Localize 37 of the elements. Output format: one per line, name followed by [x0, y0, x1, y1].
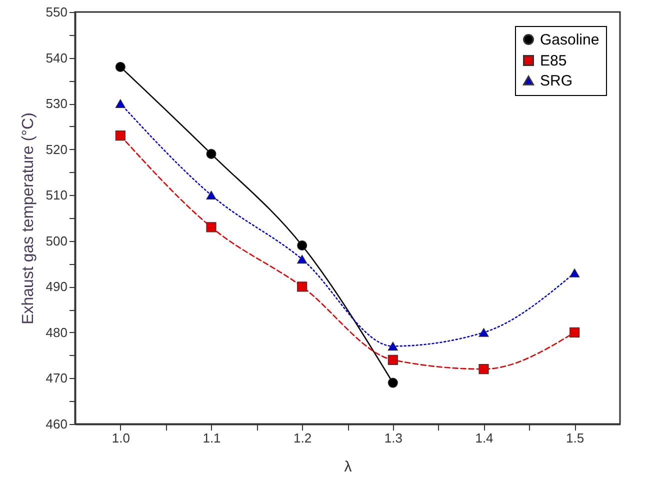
- point: [297, 240, 308, 250]
- legend-label: E85: [540, 52, 567, 70]
- point: [570, 268, 580, 278]
- point: [570, 327, 580, 338]
- x-axis-title: λ: [344, 458, 352, 476]
- y-axis-title: Exhaust gas temperature (°C): [20, 112, 37, 324]
- point: [478, 328, 489, 337]
- x-tick-label: 1.4: [475, 430, 494, 446]
- point: [115, 130, 126, 141]
- point: [388, 378, 398, 388]
- point: [297, 254, 308, 264]
- y-tick-label: 490: [46, 279, 68, 294]
- y-tick-label: 500: [46, 233, 68, 248]
- legend-label: Gasoline: [540, 32, 600, 48]
- y-tick-label: 550: [46, 4, 68, 20]
- point: [206, 222, 216, 232]
- y-tick-label: 480: [46, 324, 68, 340]
- point: [297, 282, 308, 292]
- y-tick-label: 460: [46, 416, 68, 432]
- point: [388, 342, 398, 351]
- y-tick-label: 540: [46, 50, 68, 66]
- legend-label: SRG: [540, 72, 573, 90]
- x-tick-label: 1.2: [294, 430, 312, 446]
- y-tick-label: 470: [46, 370, 68, 386]
- point: [115, 62, 126, 72]
- point: [206, 190, 216, 200]
- y-tick-label: 520: [46, 142, 68, 157]
- point: [206, 148, 216, 159]
- point: [478, 364, 489, 374]
- x-tick-label: 1.3: [384, 430, 402, 446]
- point: [388, 354, 398, 365]
- x-tick-label: 1.0: [112, 430, 130, 446]
- y-tick-label: 530: [46, 96, 68, 112]
- point: [115, 99, 126, 108]
- x-tick-label: 1.1: [202, 430, 221, 446]
- y-tick-label: 510: [46, 188, 68, 203]
- x-tick-label: 1.5: [566, 430, 584, 446]
